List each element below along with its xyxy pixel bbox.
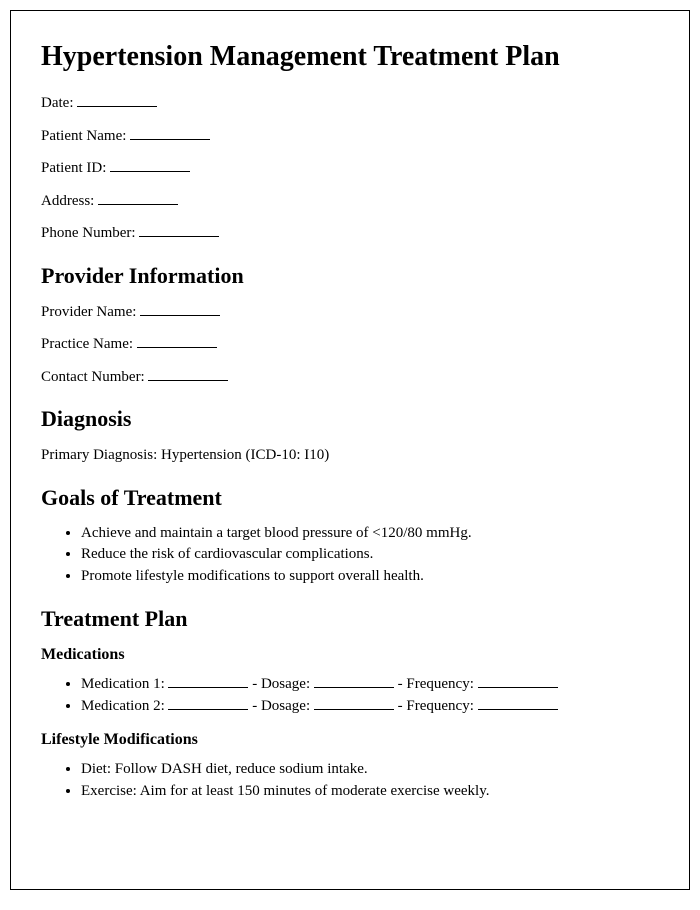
date-label: Date:	[41, 95, 73, 111]
blank-line	[168, 676, 248, 688]
blank-line	[77, 95, 157, 107]
patient-name-label: Patient Name:	[41, 128, 126, 144]
patient-id-label: Patient ID:	[41, 160, 106, 176]
blank-line	[148, 369, 228, 381]
field-date: Date:	[41, 92, 659, 115]
plan-heading: Treatment Plan	[41, 606, 659, 632]
lifestyle-list: Diet: Follow DASH diet, reduce sodium in…	[41, 759, 659, 803]
dosage-label: - Dosage:	[248, 698, 310, 714]
list-item: Medication 1: - Dosage: - Frequency:	[81, 674, 659, 696]
list-item: Reduce the risk of cardiovascular compli…	[81, 544, 659, 566]
med1-label: Medication 1:	[81, 676, 165, 692]
blank-line	[478, 698, 558, 710]
goals-list: Achieve and maintain a target blood pres…	[41, 523, 659, 588]
field-patient-id: Patient ID:	[41, 157, 659, 180]
document-title: Hypertension Management Treatment Plan	[41, 39, 659, 74]
blank-line	[314, 676, 394, 688]
blank-line	[314, 698, 394, 710]
document-page: Hypertension Management Treatment Plan D…	[10, 10, 690, 890]
field-address: Address:	[41, 190, 659, 213]
field-patient-name: Patient Name:	[41, 125, 659, 148]
list-item: Promote lifestyle modifications to suppo…	[81, 566, 659, 588]
field-phone: Phone Number:	[41, 222, 659, 245]
list-item: Exercise: Aim for at least 150 minutes o…	[81, 781, 659, 803]
blank-line	[168, 698, 248, 710]
medications-heading: Medications	[41, 646, 659, 664]
goals-heading: Goals of Treatment	[41, 485, 659, 511]
blank-line	[110, 160, 190, 172]
contact-number-label: Contact Number:	[41, 369, 145, 385]
medications-list: Medication 1: - Dosage: - Frequency: Med…	[41, 674, 659, 718]
field-provider-name: Provider Name:	[41, 301, 659, 324]
provider-name-label: Provider Name:	[41, 304, 136, 320]
blank-line	[98, 193, 178, 205]
field-contact-number: Contact Number:	[41, 366, 659, 389]
blank-line	[139, 225, 219, 237]
field-practice-name: Practice Name:	[41, 333, 659, 356]
list-item: Medication 2: - Dosage: - Frequency:	[81, 696, 659, 718]
med2-label: Medication 2:	[81, 698, 165, 714]
list-item: Diet: Follow DASH diet, reduce sodium in…	[81, 759, 659, 781]
phone-label: Phone Number:	[41, 225, 136, 241]
lifestyle-heading: Lifestyle Modifications	[41, 731, 659, 749]
dosage-label: - Dosage:	[248, 676, 310, 692]
blank-line	[137, 336, 217, 348]
blank-line	[140, 304, 220, 316]
blank-line	[130, 128, 210, 140]
provider-heading: Provider Information	[41, 263, 659, 289]
frequency-label: - Frequency:	[394, 676, 474, 692]
diagnosis-heading: Diagnosis	[41, 406, 659, 432]
practice-name-label: Practice Name:	[41, 336, 133, 352]
address-label: Address:	[41, 193, 94, 209]
list-item: Achieve and maintain a target blood pres…	[81, 523, 659, 545]
blank-line	[478, 676, 558, 688]
frequency-label: - Frequency:	[394, 698, 474, 714]
diagnosis-text: Primary Diagnosis: Hypertension (ICD-10:…	[41, 444, 659, 467]
